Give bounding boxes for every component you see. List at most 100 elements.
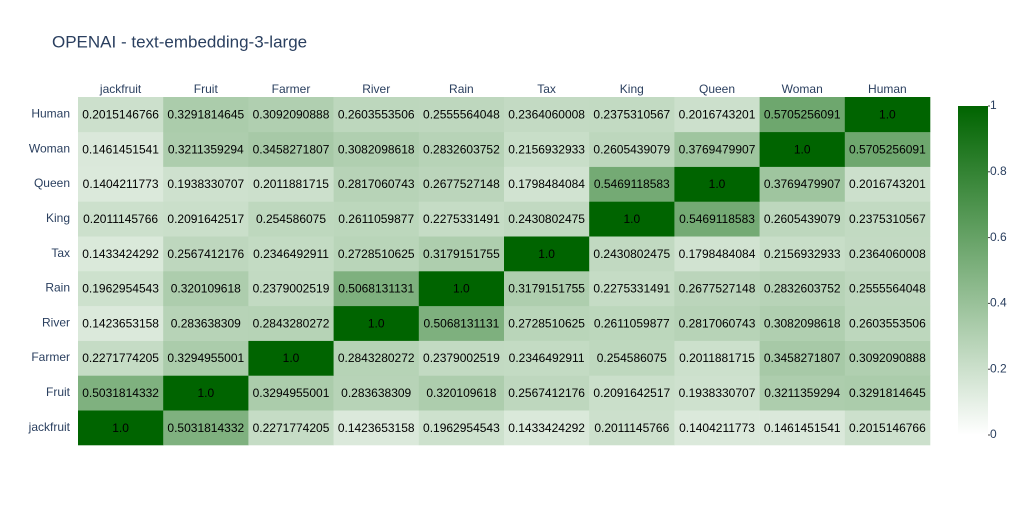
cell-label: 1.0 [879,108,896,122]
cell-label: 0.254586075 [597,351,667,365]
heatmap-cell [418,305,505,341]
heatmap-cell [333,375,420,411]
cell-label: 0.2567412176 [167,247,244,261]
heatmap-cell [589,271,675,307]
heatmap-cell [589,166,675,202]
cell-label: 0.1423653158 [82,316,159,330]
cell-label: 0.3769479907 [764,177,841,191]
cell-label: 0.2611059877 [594,316,670,330]
cell-label: 0.2832603752 [764,282,841,296]
cell-label: 0.1798484084 [679,247,756,261]
cell-label: 0.2677527148 [423,177,500,191]
colorbar-tick-label: 0.2 [990,361,1007,375]
heatmap-cell [163,410,249,446]
heatmap-cell [759,97,846,133]
heatmap-cell [589,201,675,237]
cell-label: 0.2346492911 [253,247,329,261]
heatmap-cell [248,271,334,307]
cell-label: 0.1461451541 [764,421,841,435]
cell-label: 0.2364060008 [849,247,926,261]
cell-label: 0.2011881715 [253,177,329,191]
heatmap-cell [333,166,420,202]
heatmap-cell [589,410,675,446]
heatmap-cell [418,131,505,167]
cell-label: 0.1962954543 [423,421,500,435]
heatmap-cell [333,305,420,341]
heatmap-cell [78,201,164,237]
cell-label: 0.3458271807 [253,142,330,156]
cell-label: 1.0 [623,212,640,226]
cell-label: 0.1798484084 [508,177,585,191]
cell-label: 0.2430802475 [508,212,585,226]
y-tick-label: Farmer [31,350,70,364]
heatmap-cell [163,340,249,376]
heatmap-cell [78,410,164,446]
heatmap-cell [333,410,420,446]
heatmap-cell [504,271,590,307]
cell-label: 0.2843280272 [253,316,330,330]
heatmap-cell [163,305,249,341]
cell-label: 1.0 [538,247,555,261]
cell-label: 0.3769479907 [679,142,756,156]
heatmap-cell [418,97,505,133]
cell-label: 0.2016743201 [849,177,926,191]
heatmap-cell [333,201,420,237]
cell-label: 0.2375310567 [849,212,926,226]
heatmap-cell [504,340,590,376]
heatmap-cell [248,201,334,237]
heatmap-cell [674,340,760,376]
cell-label: 0.3092090888 [849,351,926,365]
y-tick-label: Tax [51,246,70,260]
y-tick-label: King [46,211,70,225]
cell-label: 1.0 [368,316,385,330]
cell-label: 0.2379002519 [423,351,500,365]
heatmap-cell [844,271,931,307]
cell-label: 0.1404211773 [83,177,159,191]
cell-label: 0.2275331491 [593,282,670,296]
x-tick-label: King [620,82,644,96]
y-tick-label: Queen [34,176,70,190]
heatmap-cell [674,201,760,237]
cell-label: 0.1404211773 [679,421,755,435]
y-tick-label: River [42,315,70,329]
heatmap-cell [418,201,505,237]
heatmap-cell [589,97,675,133]
cell-label: 0.2011145766 [594,421,669,435]
heatmap-cell [78,166,164,202]
cell-label: 1.0 [794,142,811,156]
heatmap-cell [759,410,846,446]
cell-label: 0.3092090888 [253,108,330,122]
heatmap-cell [504,375,590,411]
heatmap-cell [589,305,675,341]
cell-label: 0.1461451541 [82,142,159,156]
heatmap-cell [674,236,760,272]
y-tick-label: Rain [45,281,70,295]
x-tick-label: jackfruit [99,82,142,96]
heatmap-cell [844,97,931,133]
cell-label: 0.2275331491 [423,212,500,226]
heatmap-cell [589,131,675,167]
heatmap-cell [248,236,334,272]
cell-label: 0.2728510625 [508,316,585,330]
cell-label: 0.5469118583 [679,212,755,226]
heatmap-cell [333,97,420,133]
cell-label: 0.320109618 [426,386,496,400]
heatmap-cell [759,131,846,167]
cell-label: 1.0 [453,282,470,296]
heatmap-cell [844,131,931,167]
cell-label: 0.3179151755 [423,247,500,261]
cell-label: 0.5705256091 [764,108,841,122]
heatmap-cell [504,166,590,202]
x-tick-label: Human [868,82,907,96]
cell-label: 0.3294955001 [253,386,330,400]
heatmap-cell [504,131,590,167]
heatmap-cell [248,305,334,341]
y-tick-label: jackfruit [28,420,71,434]
heatmap-cell [78,305,164,341]
cell-label: 1.0 [197,386,214,400]
cell-label: 0.283638309 [171,316,241,330]
heatmap-cell [844,305,931,341]
cell-label: 0.2375310567 [593,108,670,122]
cell-label: 0.3082098618 [764,316,841,330]
colorbar-tick-label: 0.4 [990,296,1007,310]
